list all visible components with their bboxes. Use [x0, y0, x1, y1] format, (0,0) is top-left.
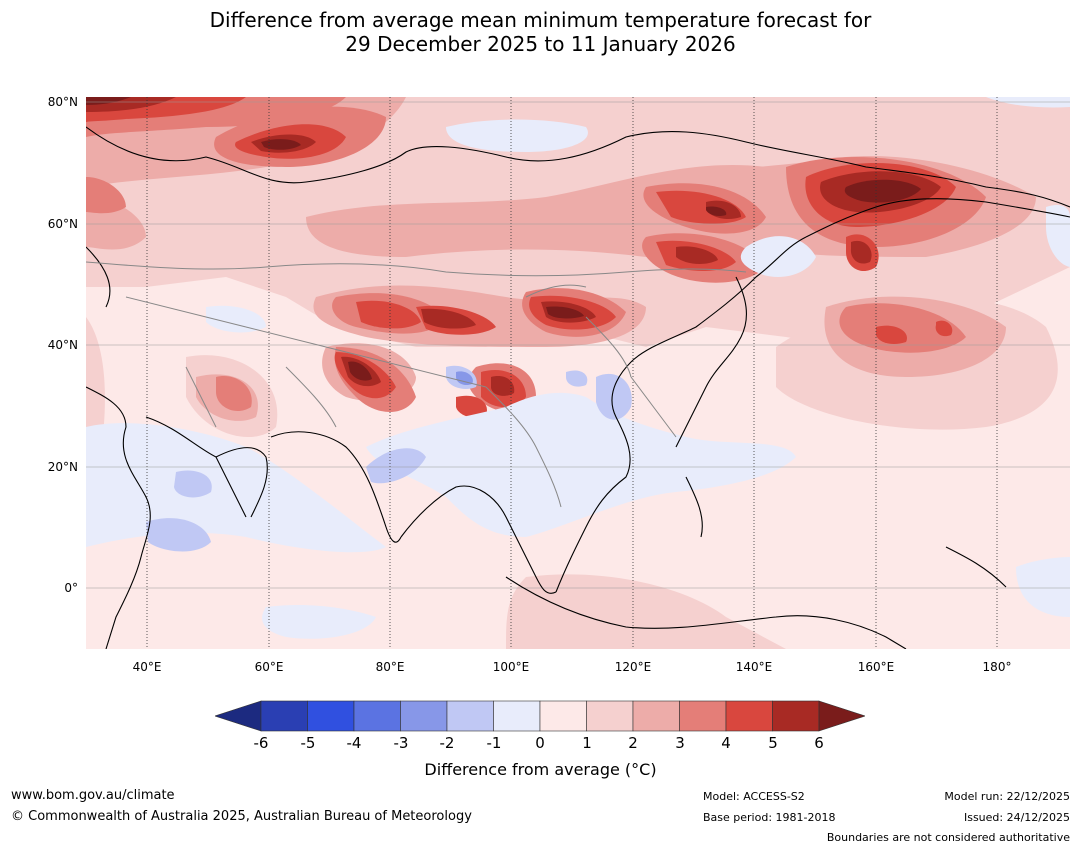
colorbar-tick: -6	[253, 734, 269, 752]
title-line-1: Difference from average mean minimum tem…	[209, 8, 872, 32]
footer-model-run: Model run: 22/12/2025	[944, 790, 1070, 803]
colorbar-segment	[539, 700, 587, 732]
latitude-lines	[86, 101, 1070, 589]
footer-copyright: © Commonwealth of Australia 2025, Austra…	[11, 809, 472, 824]
colorbar-extend-high	[818, 700, 865, 732]
lon-label-60e: 60°E	[254, 660, 284, 674]
colorbar-segment	[679, 700, 727, 732]
colorbar-tick: 5	[768, 734, 778, 752]
forecast-map	[86, 97, 1070, 649]
lon-label-140e: 140°E	[735, 660, 773, 674]
lon-label-120e: 120°E	[614, 660, 652, 674]
lon-label-100e: 100°E	[492, 660, 530, 674]
colorbar-tick: -5	[300, 734, 316, 752]
colorbar-tick: 3	[675, 734, 685, 752]
graticule	[146, 97, 998, 649]
colorbar-extend-low	[215, 700, 262, 732]
lat-label-60n: 60°N	[47, 217, 78, 231]
colorbar-tick: -4	[346, 734, 362, 752]
colorbar-tick: -2	[439, 734, 455, 752]
lat-label-80n: 80°N	[47, 95, 78, 109]
colorbar-segment	[353, 700, 401, 732]
lon-label-180: 180°	[982, 660, 1012, 674]
colorbar-segment	[586, 700, 634, 732]
lat-label-40n: 40°N	[47, 338, 78, 352]
coastlines	[86, 126, 1070, 649]
colorbar-segment	[446, 700, 494, 732]
footer-disclaimer: Boundaries are not considered authoritat…	[826, 831, 1070, 844]
colorbar-label: Difference from average (°C)	[424, 760, 657, 779]
lon-label-80e: 80°E	[375, 660, 405, 674]
lat-label-0: 0°	[64, 581, 78, 595]
colorbar-segment	[632, 700, 680, 732]
colorbar-tick: 2	[628, 734, 638, 752]
colorbar-segment	[260, 700, 308, 732]
colorbar-segment	[725, 700, 773, 732]
cool-anomaly-layer-2	[146, 365, 632, 552]
lon-label-40e: 40°E	[132, 660, 162, 674]
colorbar-segments	[215, 700, 865, 732]
footer-model: Model: ACCESS-S2	[703, 790, 805, 803]
footer-issued: Issued: 24/12/2025	[963, 811, 1070, 824]
lon-label-160e: 160°E	[857, 660, 895, 674]
title-line-2: 29 December 2025 to 11 January 2026	[345, 32, 736, 56]
colorbar-tick: -1	[486, 734, 502, 752]
colorbar-tick: 1	[582, 734, 592, 752]
colorbar	[215, 700, 865, 732]
footer-base-period: Base period: 1981-2018	[703, 811, 836, 824]
colorbar-tick: 0	[535, 734, 545, 752]
colorbar-segment	[493, 700, 541, 732]
lat-label-20n: 20°N	[47, 460, 78, 474]
map-title: Difference from average mean minimum tem…	[0, 8, 1081, 56]
map-svg	[86, 97, 1070, 649]
colorbar-segment	[772, 700, 820, 732]
footer-url[interactable]: www.bom.gov.au/climate	[11, 788, 175, 803]
colorbar-tick: 6	[814, 734, 824, 752]
warm-anomaly-layer-6	[86, 97, 921, 381]
cool-anomaly-layer-3	[456, 371, 473, 386]
colorbar-segment	[307, 700, 355, 732]
country-borders	[86, 261, 747, 508]
colorbar-segment	[400, 700, 448, 732]
colorbar-tick: -3	[393, 734, 409, 752]
colorbar-tick: 4	[721, 734, 731, 752]
